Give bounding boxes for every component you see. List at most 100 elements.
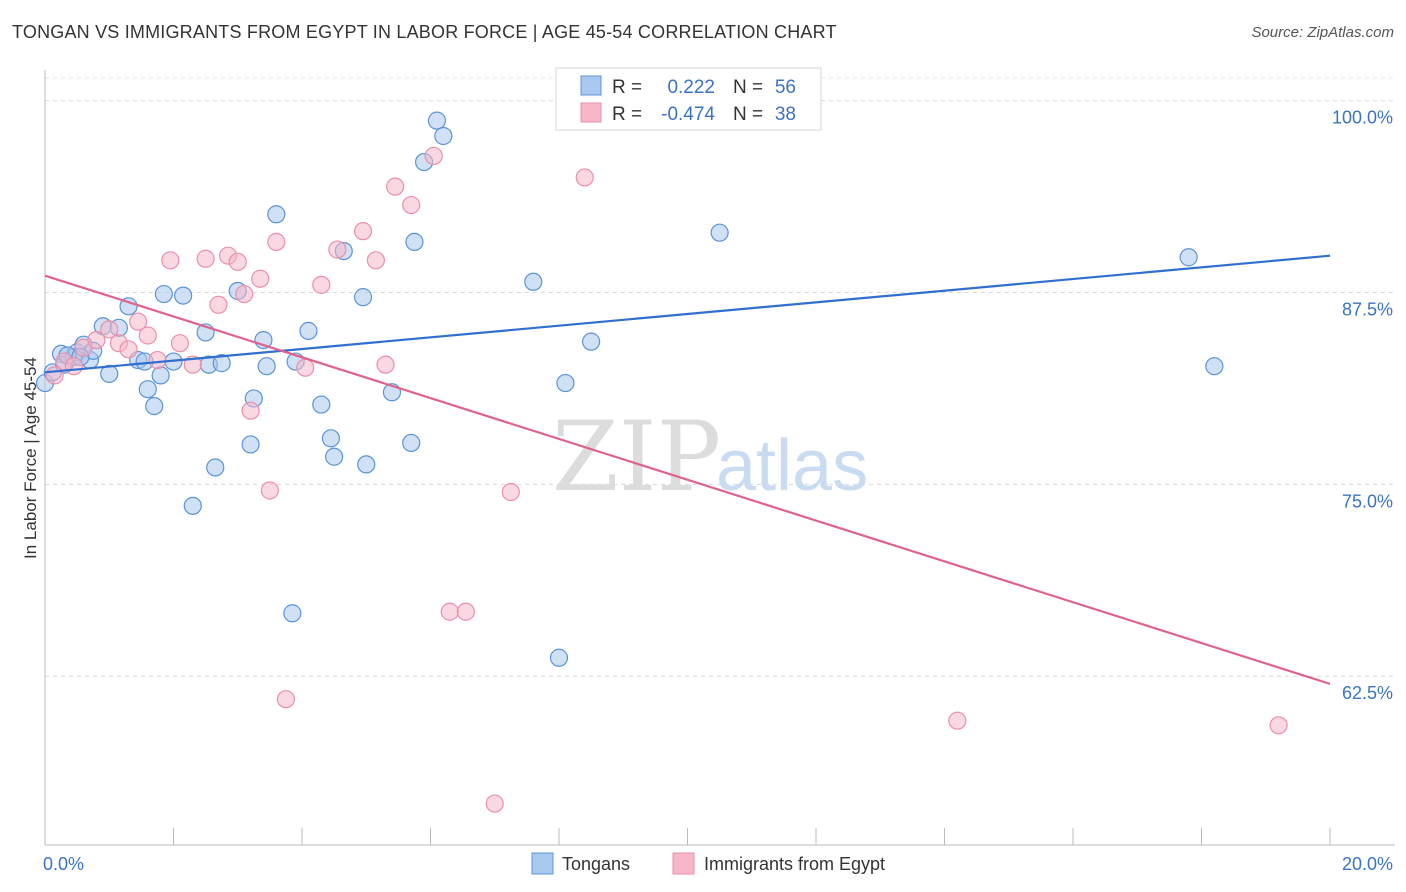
point-tongans-40 xyxy=(357,455,376,474)
point-tongans-49 xyxy=(556,373,575,393)
chart-title: TONGAN VS IMMIGRANTS FROM EGYPT IN LABOR… xyxy=(12,22,837,42)
point-egypt-36 xyxy=(501,482,520,502)
point-tongans-10 xyxy=(100,364,119,383)
stats-n-value-egypt: 38 xyxy=(775,104,796,125)
y-tick-label-1: 75.0% xyxy=(1342,491,1393,511)
point-egypt-19 xyxy=(241,401,260,420)
point-egypt-11 xyxy=(161,251,180,270)
point-egypt-14 xyxy=(196,249,215,268)
stats-r-label-egypt: R = xyxy=(612,104,642,125)
stats-swatch-egypt xyxy=(580,102,602,123)
point-egypt-17 xyxy=(228,252,247,271)
point-egypt-15 xyxy=(209,295,228,314)
source-credit: Source: ZipAtlas.com xyxy=(1251,24,1394,41)
watermark-zip: ZIP xyxy=(552,401,721,513)
x-tick-label-min: 0.0% xyxy=(43,854,84,874)
point-tongans-50 xyxy=(582,332,601,351)
point-egypt-37 xyxy=(575,168,594,187)
point-tongans-16 xyxy=(145,396,164,416)
legend-swatch-egypt xyxy=(672,852,695,875)
point-egypt-extra-1 xyxy=(1269,716,1288,735)
trend-line-tongans xyxy=(44,254,1331,374)
point-tongans-24 xyxy=(206,458,225,477)
point-egypt-32 xyxy=(424,146,443,166)
point-egypt-28 xyxy=(366,251,385,270)
point-tongans-53 xyxy=(1205,357,1224,376)
point-tongans-37 xyxy=(325,447,344,466)
point-tongans-34 xyxy=(299,321,318,340)
point-egypt-2 xyxy=(64,357,84,376)
y-tick-label-3: 100.0% xyxy=(1332,108,1393,128)
legend-label-egypt: Immigrants from Egypt xyxy=(704,854,885,874)
point-egypt-18 xyxy=(235,284,254,304)
point-tongans-48 xyxy=(549,648,569,667)
point-egypt-29 xyxy=(376,355,395,374)
point-tongans-39 xyxy=(353,288,373,307)
point-egypt-12 xyxy=(170,334,190,353)
y-tick-label-2: 87.5% xyxy=(1342,300,1393,320)
point-tongans-42 xyxy=(402,433,421,453)
y-axis-title: In Labor Force | Age 45-54 xyxy=(21,357,40,559)
y-tick-label-0: 62.5% xyxy=(1342,683,1393,703)
axes xyxy=(44,70,1395,846)
point-egypt-8 xyxy=(129,312,148,331)
point-tongans-15 xyxy=(138,380,157,399)
legend: Tongans Immigrants from Egypt xyxy=(531,852,885,875)
tick-labels: 62.5% 75.0% 87.5% 100.0% 0.0% 20.0% xyxy=(43,108,1393,874)
stats-n-label-egypt: N = xyxy=(733,104,763,125)
stats-swatch-tongans xyxy=(580,75,602,96)
point-egypt-21 xyxy=(260,481,279,500)
point-tongans-36 xyxy=(321,429,341,448)
stats-box: R = 0.222 N = 56 R = -0.474 N = 38 xyxy=(555,67,822,131)
x-tick-label-max: 20.0% xyxy=(1342,854,1393,874)
point-tongans-35 xyxy=(312,395,331,414)
point-egypt-33 xyxy=(440,602,459,621)
point-egypt-22 xyxy=(267,232,286,251)
point-tongans-21 xyxy=(183,496,202,515)
point-egypt-25 xyxy=(312,275,331,294)
trend-line-egypt xyxy=(44,274,1331,685)
point-egypt-27 xyxy=(353,222,373,241)
point-tongans-25 xyxy=(212,354,231,373)
stats-r-value-egypt: -0.474 xyxy=(661,104,715,125)
point-egypt-31 xyxy=(402,195,421,215)
point-tongans-32 xyxy=(283,604,302,623)
point-tongans-12 xyxy=(119,297,138,316)
legend-label-tongans: Tongans xyxy=(562,854,630,874)
point-egypt-23 xyxy=(276,690,296,709)
point-tongans-27 xyxy=(241,435,260,454)
point-egypt-extra-0 xyxy=(948,711,967,730)
point-tongans-46 xyxy=(434,126,453,146)
point-egypt-34 xyxy=(456,602,475,621)
stats-n-value-tongans: 56 xyxy=(775,77,796,98)
point-egypt-26 xyxy=(328,240,347,259)
point-tongans-47 xyxy=(524,272,543,291)
point-egypt-4 xyxy=(87,330,106,350)
point-egypt-30 xyxy=(386,177,405,196)
point-tongans-31 xyxy=(267,205,286,224)
point-egypt-5 xyxy=(100,320,119,339)
legend-swatch-tongans xyxy=(531,852,554,875)
watermark-atlas: atlas xyxy=(716,426,868,506)
point-egypt-9 xyxy=(138,326,157,345)
point-egypt-10 xyxy=(148,350,167,370)
point-egypt-35 xyxy=(485,794,504,813)
point-tongans-18 xyxy=(154,284,173,304)
trend-lines xyxy=(44,254,1331,685)
point-egypt-20 xyxy=(251,269,270,288)
stats-n-label-tongans: N = xyxy=(733,77,763,98)
stats-r-label-tongans: R = xyxy=(612,77,642,98)
point-tongans-20 xyxy=(174,286,193,305)
point-egypt-24 xyxy=(296,358,315,377)
point-tongans-51 xyxy=(710,223,729,242)
stats-r-value-tongans: 0.222 xyxy=(667,77,715,98)
gridlines xyxy=(45,77,1395,677)
point-tongans-30 xyxy=(257,357,276,376)
point-tongans-43 xyxy=(405,232,424,251)
point-tongans-17 xyxy=(151,366,170,385)
point-tongans-52 xyxy=(1179,248,1198,267)
watermark: ZIP atlas xyxy=(552,401,868,513)
point-tongans-45 xyxy=(427,111,447,130)
point-egypt-7 xyxy=(119,340,138,359)
